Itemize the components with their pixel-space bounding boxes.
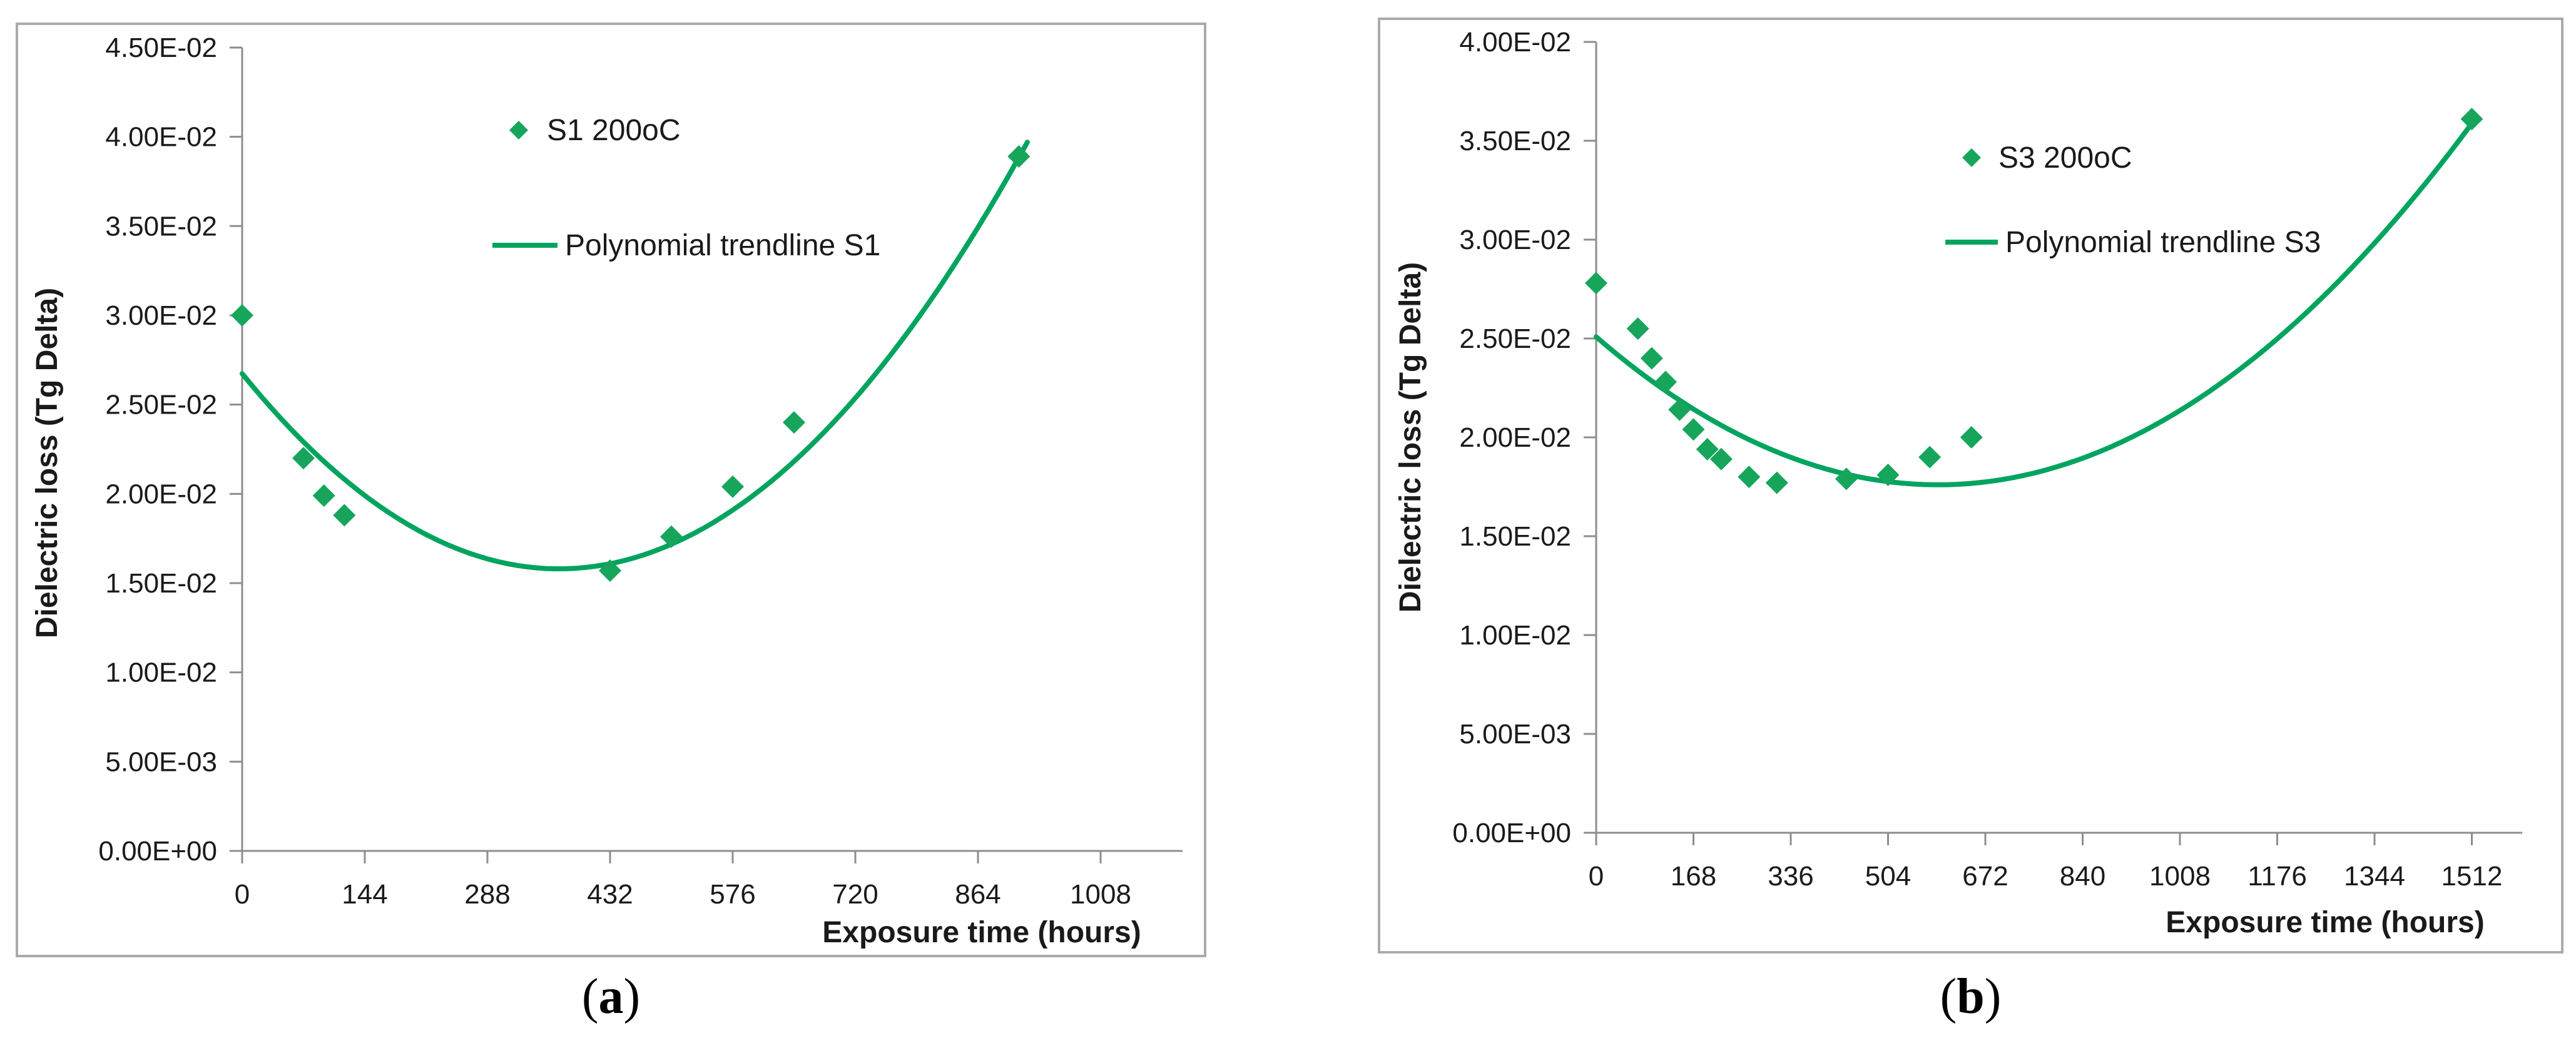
y-tick-label: 4.00E-02 [1459, 27, 1571, 58]
caption-paren-open: ( [581, 969, 599, 1024]
x-tick-label: 1512 [2441, 861, 2503, 892]
y-tick-label: 3.50E-02 [105, 211, 217, 242]
legend-diamond-icon [509, 121, 528, 140]
y-tick-label: 2.00E-02 [1459, 422, 1571, 453]
data-point-diamond [1876, 464, 1900, 487]
y-axis-title: Dielectric loss (Tg Delta) [31, 288, 64, 638]
x-tick-label: 288 [464, 879, 510, 910]
x-tick-label: 576 [710, 879, 755, 910]
x-tick-label: 864 [955, 879, 1000, 910]
y-axis-title: Dielectric loss (Tg Delta) [1394, 262, 1427, 613]
data-point-diamond [1835, 467, 1858, 491]
x-tick-label: 720 [832, 879, 878, 910]
x-tick-label: 432 [587, 879, 633, 910]
y-tick-label: 2.50E-02 [105, 390, 217, 420]
chart-a-svg: 0.00E+00 5.00E-03 1.00E-02 1.50E-02 2.00E-02… [31, 33, 1183, 949]
chart-b-svg: 0.00E+00 5.00E-03 1.00E-02 1.50E-02 2.00E-02… [1394, 27, 2522, 939]
trendline-path [1594, 121, 2475, 487]
data-point-diamond [1696, 437, 1719, 460]
data-point-diamond [292, 447, 315, 470]
chart-panel-b: 0.00E+00 5.00E-03 1.00E-02 1.50E-02 2.00E-02… [1378, 18, 2563, 954]
y-tick-label: 0.00E+00 [98, 836, 217, 867]
caption-paren-close: ) [623, 969, 641, 1024]
legend-diamond-icon [1962, 148, 1981, 167]
x-tick-label: 1176 [2248, 861, 2307, 892]
x-tick-label: 504 [1865, 861, 1911, 892]
y-tick-label: 1.50E-02 [105, 568, 217, 599]
legend-label-series: S1 200oC [547, 114, 681, 147]
x-axis-title: Exposure time (hours) [822, 916, 1141, 949]
data-point-diamond [782, 411, 805, 434]
data-point-diamond [1654, 370, 1677, 394]
y-tick-label: 0.00E+00 [1452, 818, 1571, 848]
x-tick-label: 336 [1768, 861, 1813, 892]
y-tick-label: 1.00E-02 [105, 658, 217, 688]
data-point-diamond [1585, 272, 1607, 295]
legend-label-trendline: Polynomial trendline S3 [2005, 226, 2321, 259]
data-point-diamond [1668, 398, 1691, 421]
figure-caption-a: (a) [16, 969, 1206, 1025]
data-point-diamond [1709, 447, 1733, 471]
caption-letter-b: b [1957, 969, 1985, 1024]
data-point-diamond [1918, 445, 1942, 469]
y-tick-label: 1.50E-02 [1459, 521, 1571, 552]
data-point-diamond [1626, 317, 1649, 340]
y-tick-label: 3.00E-02 [105, 300, 217, 331]
x-tick-label: 840 [2060, 861, 2105, 892]
trendline-path [240, 140, 1030, 572]
y-tick-label: 5.00E-03 [1459, 719, 1571, 750]
data-point-diamond [1960, 426, 1983, 449]
data-point-diamond [659, 525, 683, 548]
data-point-diamond [2460, 108, 2483, 131]
data-point-diamond [312, 484, 335, 507]
x-tick-label: 672 [1962, 861, 2008, 892]
caption-letter-a: a [598, 969, 624, 1024]
caption-paren-close: ) [1984, 969, 2002, 1024]
x-tick-label: 0 [235, 879, 250, 910]
data-point-diamond [1765, 471, 1788, 494]
legend-label-trendline: Polynomial trendline S1 [565, 229, 880, 262]
caption-paren-open: ( [1940, 969, 1957, 1024]
x-tick-label: 1344 [2344, 861, 2405, 892]
y-tick-label: 3.50E-02 [1459, 126, 1571, 156]
x-tick-label: 168 [1671, 861, 1716, 892]
y-tick-label: 1.00E-02 [1459, 620, 1571, 651]
figure-caption-b: (b) [1378, 969, 2563, 1025]
y-tick-label: 4.00E-02 [105, 122, 217, 153]
x-tick-label: 1008 [1070, 879, 1131, 910]
y-tick-label: 5.00E-03 [105, 746, 217, 777]
x-axis-title: Exposure time (hours) [2166, 906, 2484, 939]
data-point-diamond [231, 303, 253, 327]
y-tick-label: 3.00E-02 [1459, 225, 1571, 255]
x-tick-label: 0 [1589, 861, 1604, 892]
data-point-diamond [1682, 418, 1705, 441]
x-tick-label: 144 [342, 879, 387, 910]
data-point-diamond [721, 475, 744, 498]
y-tick-label: 2.50E-02 [1459, 323, 1571, 354]
data-point-diamond [1738, 466, 1761, 489]
data-point-diamond [1007, 145, 1031, 168]
data-point-diamond [333, 504, 356, 527]
data-point-diamond [598, 559, 621, 583]
x-tick-label: 1008 [2149, 861, 2211, 892]
chart-panel-a: 0.00E+00 5.00E-03 1.00E-02 1.50E-02 2.00E-02… [16, 23, 1206, 957]
y-tick-label: 4.50E-02 [105, 33, 217, 63]
legend-label-series: S3 200oC [1998, 141, 2132, 175]
y-tick-label: 2.00E-02 [105, 479, 217, 509]
data-point-diamond [1640, 347, 1663, 370]
